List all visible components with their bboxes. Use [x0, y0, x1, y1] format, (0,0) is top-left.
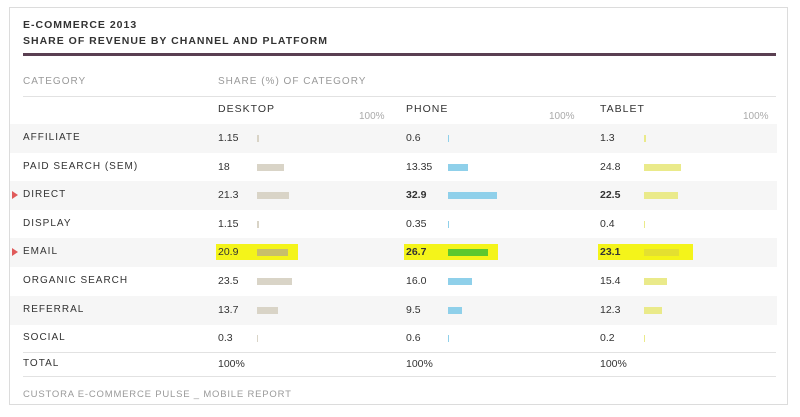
column-header-desktop: DESKTOP: [218, 103, 275, 115]
value-label-phone: 0.6: [406, 332, 421, 345]
value-label-tablet: 15.4: [600, 275, 621, 287]
bar-desktop: [257, 335, 258, 343]
category-label: REFERRAL: [23, 303, 85, 315]
column-max-desktop: 100%: [359, 111, 385, 122]
bar-phone: [448, 306, 463, 314]
source-footer: CUSTORA E-COMMERCE PULSE _ MOBILE REPORT: [23, 389, 292, 400]
bar-phone: [448, 278, 472, 285]
bar-tablet: [644, 335, 645, 343]
total-desktop: 100%: [218, 358, 245, 370]
value-label-tablet: 24.8: [600, 160, 621, 173]
column-header-tablet: TABLET: [600, 103, 645, 115]
bar-phone: [448, 163, 469, 171]
bar-phone: [448, 335, 449, 343]
bar-tablet: [644, 278, 668, 285]
bar-desktop: [257, 135, 259, 142]
value-label-phone: 16.0: [406, 275, 427, 287]
category-label: PAID SEARCH (SEM): [23, 160, 139, 172]
value-label-tablet: 0.2: [600, 332, 615, 345]
total-divider: [23, 352, 776, 353]
value-label-phone: 0.6: [406, 132, 421, 144]
value-label-phone: 26.7: [406, 246, 427, 259]
column-max-phone: 100%: [549, 111, 575, 122]
value-label-phone: 13.35: [406, 160, 433, 173]
table-row: REFERRAL 13.7 9.5 12.3: [10, 295, 777, 325]
table-row: EMAIL 20.9 26.7 23.1: [10, 238, 777, 268]
category-label: AFFILIATE: [23, 132, 81, 143]
value-label-desktop: 1.15: [218, 132, 239, 144]
share-header: SHARE (%) OF CATEGORY: [218, 76, 367, 87]
value-label-desktop: 20.9: [218, 246, 239, 259]
total-label: TOTAL: [23, 358, 60, 369]
bar-phone: [448, 249, 489, 257]
column-max-tablet: 100%: [743, 111, 769, 122]
value-label-desktop: 1.15: [218, 217, 239, 230]
bar-desktop: [257, 192, 289, 200]
table-row: ORGANIC SEARCH 23.5 16.0 15.4: [10, 267, 777, 296]
value-label-desktop: 18: [218, 160, 230, 173]
category-label: SOCIAL: [23, 332, 66, 344]
bar-desktop: [257, 278, 293, 285]
value-label-tablet: 0.4: [600, 217, 615, 230]
bar-tablet: [644, 192, 678, 200]
bar-phone: [448, 135, 449, 142]
bar-desktop: [257, 249, 289, 257]
value-label-desktop: 0.3: [218, 332, 233, 345]
table-row: DISPLAY 1.15 0.35 0.4: [10, 210, 777, 239]
table-row: PAID SEARCH (SEM) 18 13.35 24.8: [10, 153, 777, 182]
total-phone: 100%: [406, 358, 433, 370]
bar-tablet: [644, 220, 645, 228]
bar-tablet: [644, 163, 682, 171]
category-label: DISPLAY: [23, 217, 72, 229]
category-header: CATEGORY: [23, 76, 87, 87]
value-label-tablet: 23.1: [600, 246, 621, 259]
title-rule: [23, 53, 776, 56]
bar-phone: [448, 220, 449, 228]
bar-desktop: [257, 163, 284, 171]
row-marker-icon: [12, 248, 18, 257]
chart-subtitle: SHARE OF REVENUE BY CHANNEL AND PLATFORM: [23, 35, 329, 47]
bar-desktop: [257, 306, 278, 314]
value-label-tablet: 12.3: [600, 303, 621, 316]
category-label: EMAIL: [23, 246, 59, 258]
bar-phone: [448, 192, 498, 200]
bar-desktop: [257, 220, 259, 228]
chart-title: E-COMMERCE 2013: [23, 19, 138, 31]
row-marker-icon: [12, 191, 18, 200]
table-row: SOCIAL 0.3 0.6 0.2: [10, 324, 777, 353]
bar-tablet: [644, 249, 679, 257]
footer-divider: [23, 376, 776, 377]
value-label-phone: 32.9: [406, 189, 427, 202]
value-label-desktop: 23.5: [218, 275, 239, 287]
header-divider: [23, 96, 776, 97]
column-header-phone: PHONE: [406, 103, 449, 115]
value-label-desktop: 21.3: [218, 189, 239, 202]
value-label-tablet: 1.3: [600, 132, 615, 144]
category-label: DIRECT: [23, 189, 67, 201]
table-row: DIRECT 21.3 32.9 22.5: [10, 181, 777, 211]
table-row: AFFILIATE 1.15 0.6 1.3: [10, 124, 777, 153]
total-tablet: 100%: [600, 358, 627, 370]
value-label-desktop: 13.7: [218, 303, 239, 316]
value-label-phone: 9.5: [406, 303, 421, 316]
value-label-tablet: 22.5: [600, 189, 621, 202]
value-label-phone: 0.35: [406, 217, 427, 230]
category-label: ORGANIC SEARCH: [23, 275, 129, 286]
bar-tablet: [644, 135, 646, 142]
bar-tablet: [644, 306, 663, 314]
